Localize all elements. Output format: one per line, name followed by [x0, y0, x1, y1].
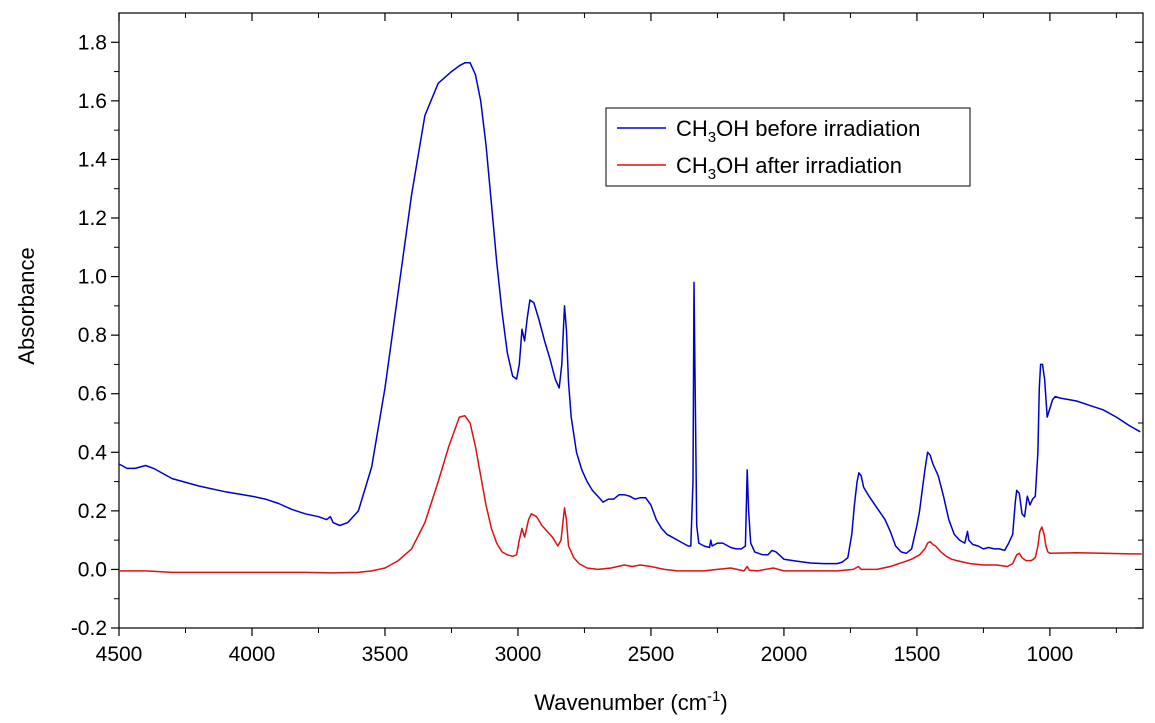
y-tick-label: 0.4 — [78, 441, 108, 464]
y-tick-label: 0.2 — [78, 500, 107, 523]
y-axis-title: Absorbance — [14, 247, 39, 364]
ticks-layer: 4500 4000 3500 3000 2500 2000 1500 1000 -0.2 0.0 0… — [71, 13, 1143, 666]
x-tick-label: 4500 — [96, 643, 143, 666]
legend-label-before: CH3OH before irradiation — [676, 116, 920, 146]
legend-box — [605, 107, 971, 187]
x-tick-label: 1000 — [1027, 643, 1074, 666]
y-tick-label: 1.6 — [78, 90, 107, 113]
y-tick-label: 1.8 — [78, 31, 107, 54]
y-tick-label: 1.0 — [78, 266, 107, 289]
x-axis-title: Wavenumber (cm-1) — [534, 688, 727, 715]
plot-area — [118, 12, 1144, 629]
x-tick-label: 3500 — [362, 643, 409, 666]
y-tick-label: 0.0 — [78, 558, 107, 581]
x-tick-label: 2000 — [761, 643, 808, 666]
legend-label-after: CH3OH after irradiation — [676, 153, 902, 183]
y-tick-label: 0.8 — [78, 324, 107, 347]
y-tick-label: 1.2 — [78, 207, 107, 230]
y-tick-label: -0.2 — [71, 617, 107, 640]
plot-frame — [118, 12, 1144, 629]
series-line-before — [118, 62, 1141, 565]
x-tick-label: 2500 — [628, 643, 675, 666]
series-layer — [118, 62, 1142, 574]
x-tick-label: 3000 — [495, 643, 542, 666]
y-tick-label: 1.4 — [78, 148, 108, 171]
legend: CH3OH before irradiation CH3OH after irr… — [605, 107, 971, 187]
x-tick-label: 1500 — [894, 643, 941, 666]
x-tick-label: 4000 — [229, 643, 276, 666]
y-tick-label: 0.6 — [78, 383, 107, 406]
series-line-after — [119, 414, 1142, 574]
